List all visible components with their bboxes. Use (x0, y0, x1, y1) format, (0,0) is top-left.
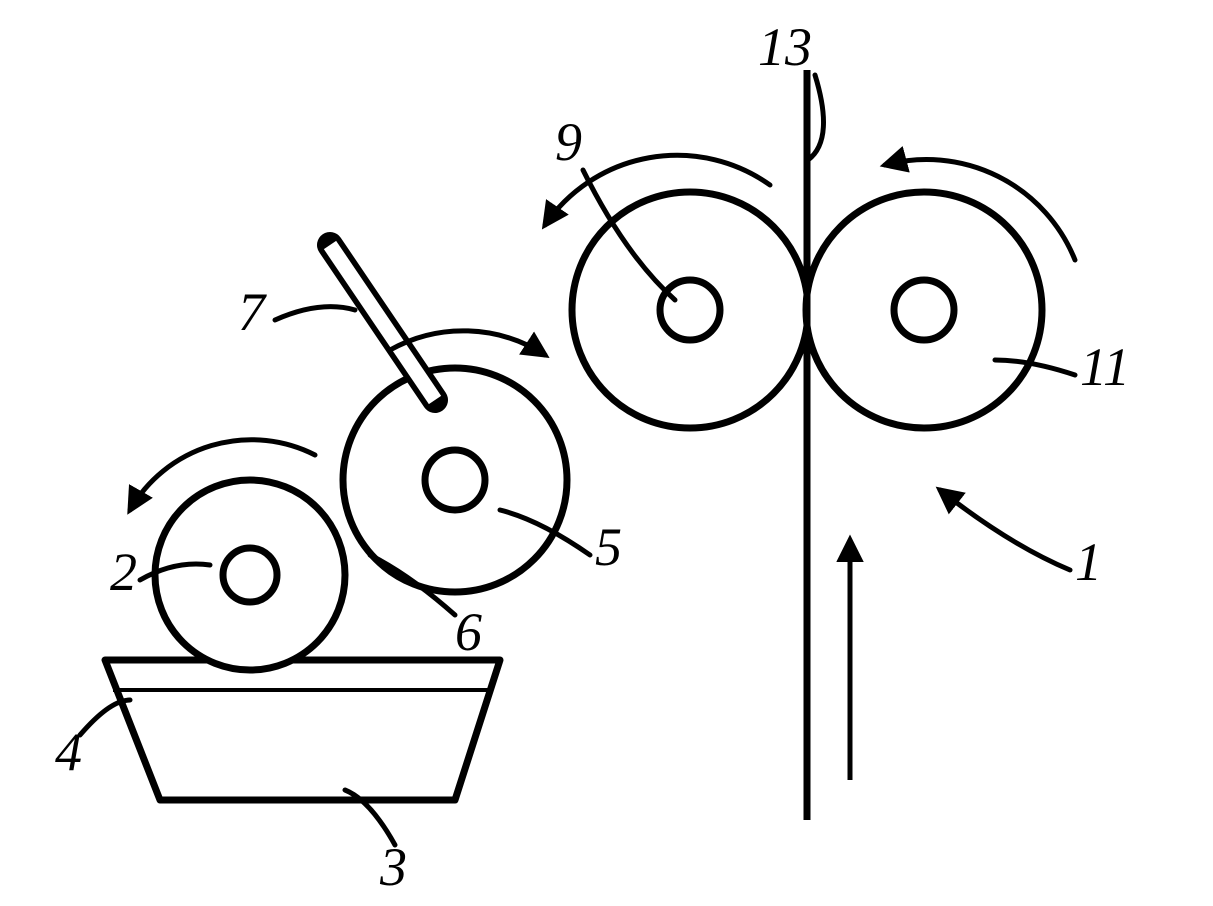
label-lbl1: 1 (1075, 532, 1102, 592)
roller9-outer (572, 192, 808, 428)
label-lbl11: 11 (1080, 337, 1130, 397)
label-lbl4: 4 (55, 722, 82, 782)
label-lbl5: 5 (595, 517, 622, 577)
canvas-bg (0, 0, 1213, 906)
label-lbl2: 2 (110, 542, 137, 602)
label-lbl13: 13 (758, 17, 812, 77)
roller2-outer (155, 480, 345, 670)
label-lbl7: 7 (238, 282, 267, 342)
label-lbl3: 3 (379, 837, 407, 897)
roller11-outer (806, 192, 1042, 428)
label-lbl9: 9 (555, 112, 582, 172)
label-lbl6: 6 (455, 602, 482, 662)
